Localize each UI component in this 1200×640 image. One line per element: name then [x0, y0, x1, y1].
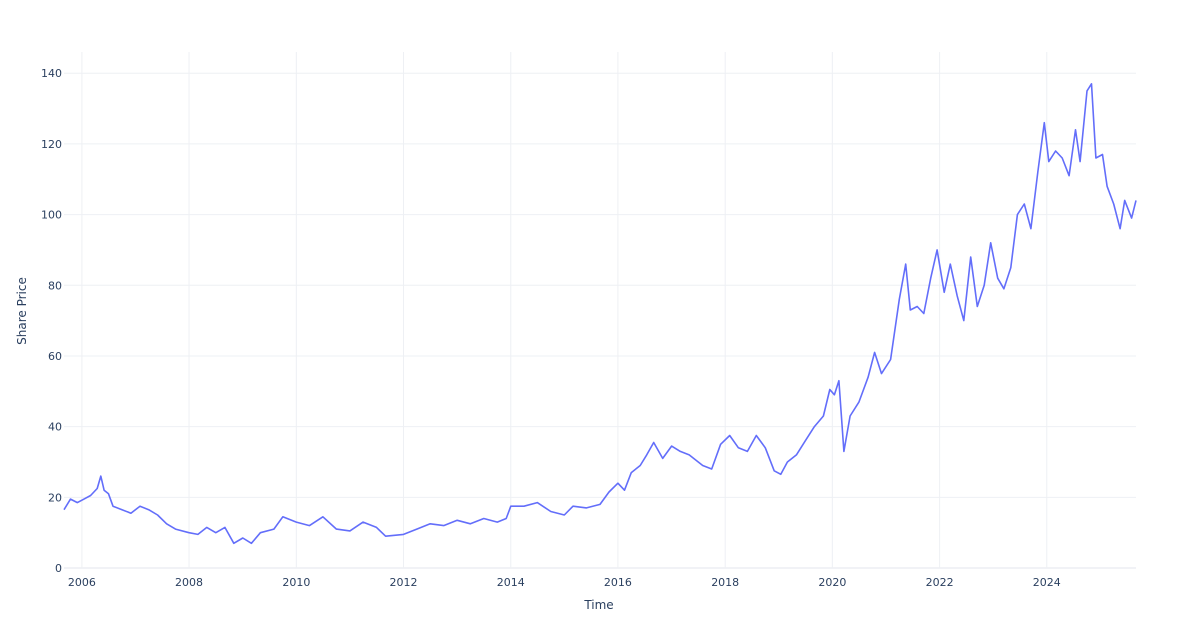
x-axis-ticks: 2006 2008 2010 2012 2014 2016 2018 2020 2022 2024 [68, 576, 1061, 589]
y-axis-title: Share Price [15, 277, 29, 345]
y-tick-label: 0 [55, 562, 62, 575]
x-tick-label: 2016 [604, 576, 632, 589]
y-tick-label: 80 [48, 279, 62, 292]
y-tick-label: 120 [41, 138, 62, 151]
y-tick-label: 140 [41, 67, 62, 80]
y-tick-label: 20 [48, 491, 62, 504]
x-tick-label: 2022 [926, 576, 954, 589]
x-tick-label: 2008 [175, 576, 203, 589]
x-tick-label: 2010 [282, 576, 310, 589]
y-tick-label: 40 [48, 421, 62, 434]
y-tick-label: 60 [48, 350, 62, 363]
grid-lines [64, 52, 1136, 569]
share-price-line [63, 83, 1137, 545]
x-tick-label: 2012 [389, 576, 417, 589]
x-axis-title: Time [583, 598, 613, 612]
x-tick-label: 2024 [1033, 576, 1061, 589]
y-axis-ticks: 0 20 40 60 80 100 120 140 [41, 67, 62, 575]
series-layer [63, 83, 1137, 545]
x-tick-label: 2014 [497, 576, 525, 589]
x-tick-label: 2018 [711, 576, 739, 589]
y-tick-label: 100 [41, 209, 62, 222]
x-tick-label: 2006 [68, 576, 96, 589]
x-tick-label: 2020 [818, 576, 846, 589]
